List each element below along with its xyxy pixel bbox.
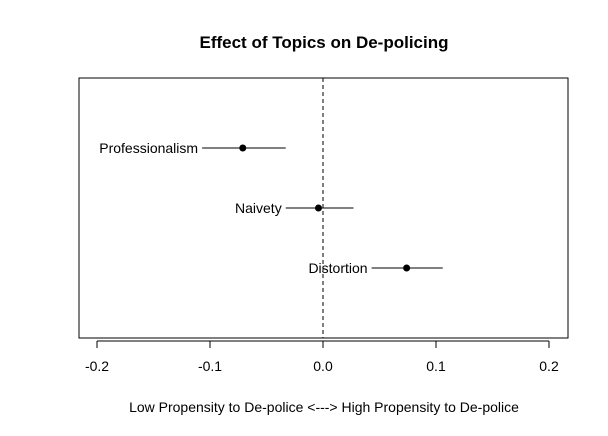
point-estimate bbox=[314, 204, 322, 212]
estimate-label: Distortion bbox=[308, 260, 367, 276]
x-tick-label: -0.1 bbox=[198, 358, 222, 374]
x-tick-label: -0.2 bbox=[85, 358, 109, 374]
chart-title: Effect of Topics on De-policing bbox=[199, 33, 448, 52]
estimate-label: Professionalism bbox=[99, 140, 198, 156]
x-tick-label: 0.2 bbox=[539, 358, 559, 374]
point-estimate bbox=[239, 144, 247, 152]
x-axis: -0.2 -0.1 0.0 0.1 0.2 bbox=[85, 340, 559, 374]
x-tick-label: 0.1 bbox=[426, 358, 446, 374]
estimate-row: Professionalism bbox=[99, 140, 286, 156]
x-axis-label: Low Propensity to De-police <---> High P… bbox=[129, 399, 519, 415]
estimate-row: Distortion bbox=[308, 260, 443, 276]
point-estimate bbox=[403, 264, 411, 272]
estimate-row: Naivety bbox=[235, 200, 354, 216]
x-tick-label: 0.0 bbox=[313, 358, 333, 374]
estimates-layer: Professionalism Naivety Distortion bbox=[99, 140, 443, 276]
estimate-label: Naivety bbox=[235, 200, 282, 216]
